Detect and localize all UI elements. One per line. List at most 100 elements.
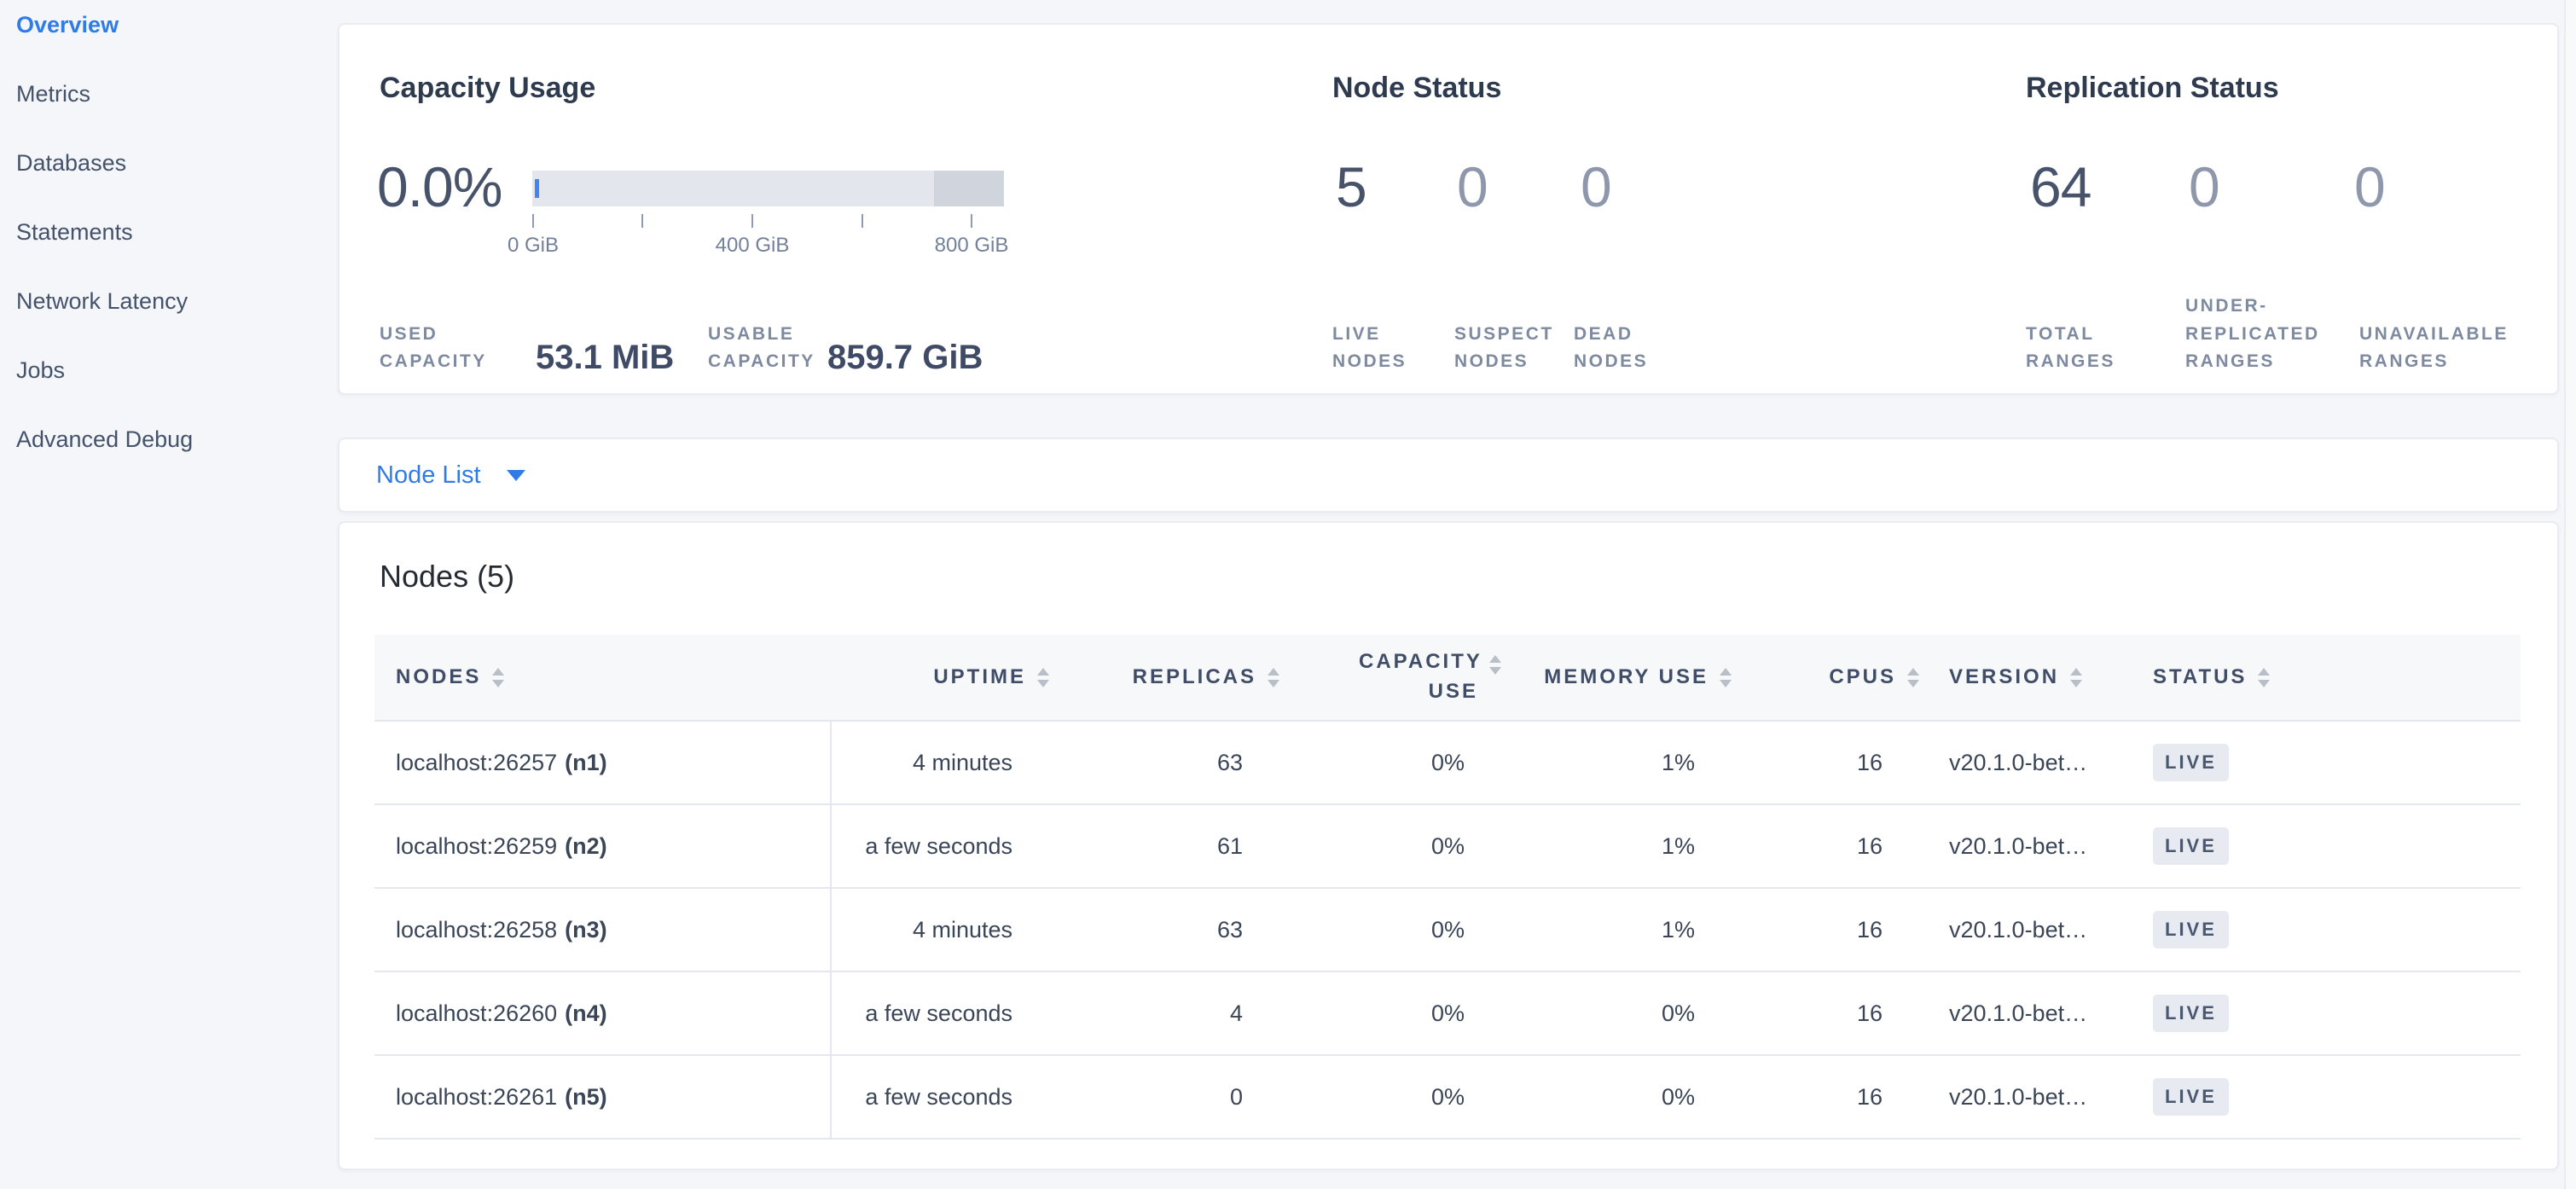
memory-use-cell: 1% xyxy=(1661,749,1695,775)
sort-icon xyxy=(1268,667,1279,687)
sidebar-item-metrics[interactable]: Metrics xyxy=(16,81,90,107)
node-status-title: Node Status xyxy=(1332,72,1502,104)
capacity-use-cell: 0% xyxy=(1430,916,1465,942)
sidebar-item-overview[interactable]: Overview xyxy=(16,12,119,38)
sidebar-item-advanced-debug[interactable]: Advanced Debug xyxy=(16,426,194,452)
chevron-down-icon xyxy=(506,469,525,481)
table-row-node-5[interactable]: localhost:26261 (n5) a few seconds 0 0% 0… xyxy=(374,1056,2521,1140)
memory-use-cell: 0% xyxy=(1661,1000,1695,1026)
sort-icon xyxy=(1720,667,1732,687)
axis-label-800gib: 800 GiB xyxy=(934,234,1009,257)
axis-label-400gib: 400 GiB xyxy=(715,234,790,257)
node-address-cell: localhost:26260 (n4) xyxy=(374,972,832,1054)
column-header-capacity-use[interactable]: CAPACITY USE xyxy=(1292,635,1514,720)
column-header-nodes[interactable]: NODES xyxy=(374,635,832,720)
uptime-cell: a few seconds xyxy=(865,1083,1012,1110)
nodes-section-title: Nodes (5) xyxy=(380,559,515,594)
nodes-card: Nodes (5) NODES UPTIME REPLICAS CAPACITY… xyxy=(338,521,2559,1170)
cluster-summary-card: Capacity Usage 0.0% 0 GiB 400 GiB 800 Gi… xyxy=(338,23,2559,395)
suspect-nodes-label: SUSPECT NODES xyxy=(1454,323,1554,372)
under-replicated-ranges-label: UNDER-REPLICATED RANGES xyxy=(2185,296,2320,372)
status-cell: LIVE xyxy=(2141,1056,2521,1138)
nodes-table: NODES UPTIME REPLICAS CAPACITY USE MEMOR… xyxy=(374,635,2521,1140)
cpus-cell: 16 xyxy=(1856,916,1883,942)
view-selector-card: Node List xyxy=(338,438,2559,513)
sidebar-item-jobs[interactable]: Jobs xyxy=(16,357,66,383)
uptime-cell: a few seconds xyxy=(865,1000,1012,1026)
capacity-other-segment xyxy=(934,171,1004,206)
memory-use-cell: 1% xyxy=(1661,832,1695,859)
axis-tick xyxy=(751,214,753,228)
uptime-cell: 4 minutes xyxy=(912,749,1012,775)
cpus-cell: 16 xyxy=(1856,1083,1883,1110)
node-address-cell: localhost:26258 (n3) xyxy=(374,889,832,971)
used-capacity-value: 53.1 MiB xyxy=(536,339,675,376)
node-address-cell: localhost:26257 (n1) xyxy=(374,722,832,803)
cpus-cell: 16 xyxy=(1856,749,1883,775)
status-cell: LIVE xyxy=(2141,805,2521,887)
memory-use-cell: 1% xyxy=(1661,916,1695,942)
unavailable-ranges-label: UNAVAILABLE RANGES xyxy=(2359,323,2509,372)
status-cell: LIVE xyxy=(2141,889,2521,971)
table-row-node-1[interactable]: localhost:26257 (n1) 4 minutes 63 0% 1% 1… xyxy=(374,722,2521,805)
sidebar: Overview Metrics Databases Statements Ne… xyxy=(0,0,321,1189)
column-header-version[interactable]: VERSION xyxy=(1932,635,2141,720)
replicas-cell: 63 xyxy=(1216,916,1243,942)
memory-use-cell: 0% xyxy=(1661,1083,1695,1110)
sort-icon xyxy=(2258,667,2271,687)
version-cell: v20.1.0-bet… xyxy=(1949,1083,2088,1110)
cpus-cell: 16 xyxy=(1856,832,1883,859)
sidebar-item-statements[interactable]: Statements xyxy=(16,219,133,245)
capacity-usage-bar xyxy=(532,171,1004,206)
sort-icon xyxy=(1037,667,1049,687)
version-cell: v20.1.0-bet… xyxy=(1949,749,2088,775)
status-badge: LIVE xyxy=(2153,1078,2229,1116)
cpus-cell: 16 xyxy=(1856,1000,1883,1026)
replicas-cell: 61 xyxy=(1216,832,1243,859)
usable-capacity-value: 859.7 GiB xyxy=(827,339,983,376)
capacity-usage-title: Capacity Usage xyxy=(380,72,596,104)
uptime-cell: 4 minutes xyxy=(912,916,1012,942)
status-badge: LIVE xyxy=(2153,911,2229,948)
replicas-cell: 4 xyxy=(1229,1000,1243,1026)
status-cell: LIVE xyxy=(2141,972,2521,1054)
usable-capacity-label: USABLE CAPACITY xyxy=(708,323,815,372)
sort-icon xyxy=(492,667,505,687)
column-header-replicas[interactable]: REPLICAS xyxy=(1062,635,1292,720)
capacity-use-cell: 0% xyxy=(1430,749,1465,775)
table-row-node-4[interactable]: localhost:26260 (n4) a few seconds 4 0% 0… xyxy=(374,972,2521,1056)
dead-nodes-label: DEAD NODES xyxy=(1574,323,1649,372)
table-row-node-3[interactable]: localhost:26258 (n3) 4 minutes 63 0% 1% 1… xyxy=(374,889,2521,972)
capacity-used-indicator xyxy=(535,179,539,198)
sidebar-item-network-latency[interactable]: Network Latency xyxy=(16,288,189,314)
live-nodes-label: LIVE NODES xyxy=(1332,323,1407,372)
column-header-memory-use[interactable]: MEMORY USE xyxy=(1514,635,1744,720)
replicas-cell: 0 xyxy=(1229,1083,1243,1110)
capacity-use-cell: 0% xyxy=(1430,1000,1465,1026)
column-header-cpus[interactable]: CPUS xyxy=(1744,635,1932,720)
sort-icon xyxy=(1489,655,1501,675)
replicas-cell: 63 xyxy=(1216,749,1243,775)
table-row-node-2[interactable]: localhost:26259 (n2) a few seconds 61 0% … xyxy=(374,805,2521,889)
replication-status-title: Replication Status xyxy=(2026,72,2279,104)
column-header-uptime[interactable]: UPTIME xyxy=(832,635,1062,720)
axis-tick xyxy=(971,214,972,228)
node-address-cell: localhost:26259 (n2) xyxy=(374,805,832,887)
unavailable-ranges-count: 0 xyxy=(2354,155,2386,218)
suspect-nodes-count: 0 xyxy=(1457,155,1488,218)
node-list-dropdown-label: Node List xyxy=(376,461,481,489)
axis-tick xyxy=(641,214,643,228)
uptime-cell: a few seconds xyxy=(865,832,1012,859)
total-ranges-count: 64 xyxy=(2030,155,2092,218)
dead-nodes-count: 0 xyxy=(1581,155,1612,218)
capacity-use-cell: 0% xyxy=(1430,1083,1465,1110)
node-list-dropdown[interactable]: Node List xyxy=(376,461,525,490)
column-header-status[interactable]: STATUS xyxy=(2141,635,2521,720)
version-cell: v20.1.0-bet… xyxy=(1949,1000,2088,1026)
nodes-table-header: NODES UPTIME REPLICAS CAPACITY USE MEMOR… xyxy=(374,635,2521,722)
scrollbar-track[interactable] xyxy=(2564,0,2576,1189)
status-badge: LIVE xyxy=(2153,744,2229,781)
axis-label-0gib: 0 GiB xyxy=(507,234,560,257)
live-nodes-count: 5 xyxy=(1336,155,1367,218)
sidebar-item-databases[interactable]: Databases xyxy=(16,150,127,176)
